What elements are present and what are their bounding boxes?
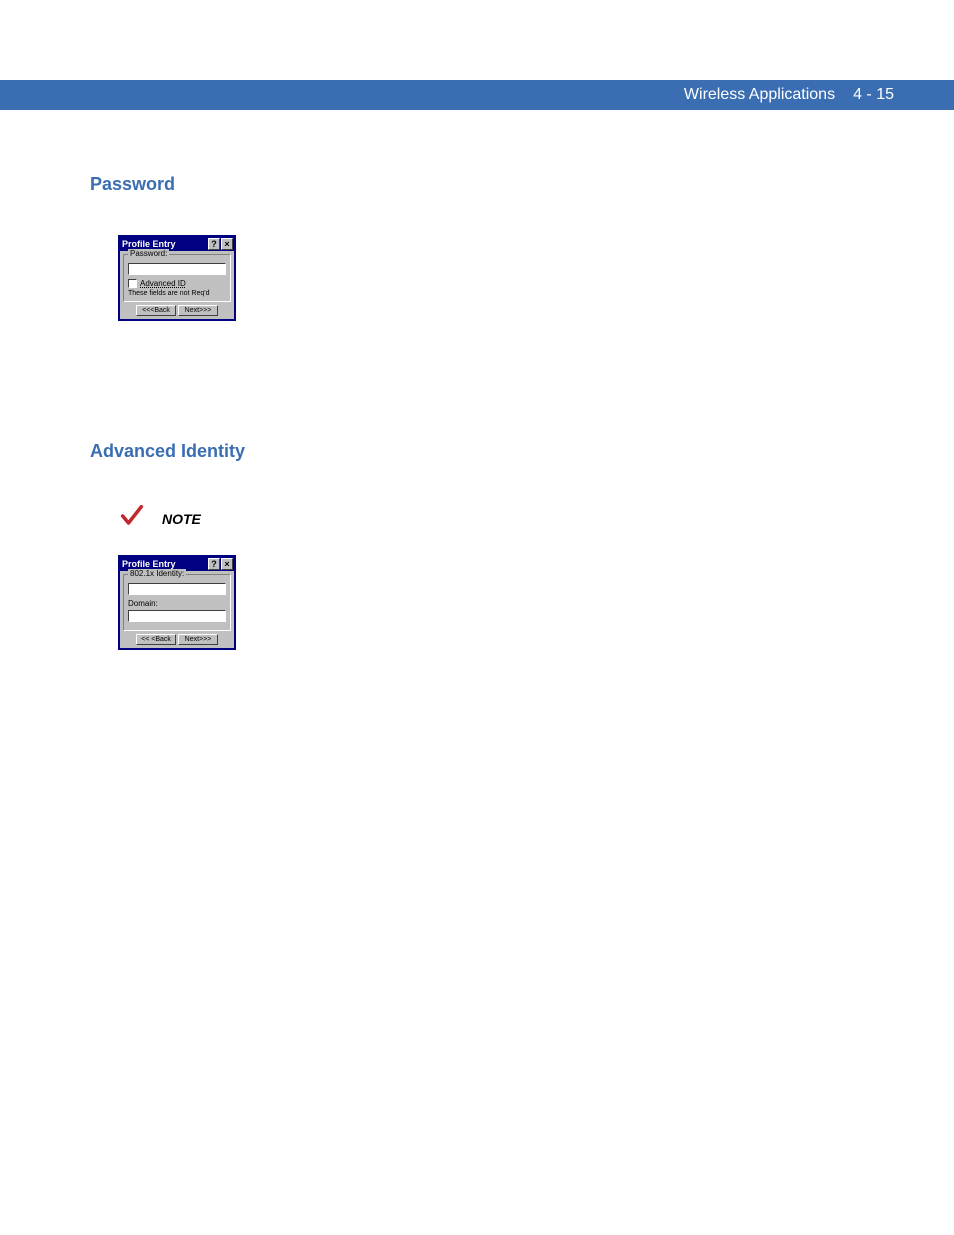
close-button[interactable]: × — [221, 558, 233, 570]
advanced-id-label: Advanced ID — [140, 279, 186, 288]
advanced-identity-heading: Advanced Identity — [90, 441, 864, 462]
next-button[interactable]: Next>>> — [178, 305, 218, 316]
checkmark-icon — [118, 502, 146, 535]
back-button[interactable]: <<<Back — [136, 305, 176, 316]
note-label: NOTE — [162, 511, 201, 527]
advanced-identity-dialog: Profile Entry ? × 802.1x Identity: Domai… — [118, 555, 236, 650]
help-button[interactable]: ? — [208, 558, 220, 570]
password-dialog: Profile Entry ? × Password: Advanced ID … — [118, 235, 236, 321]
note-block: NOTE — [118, 502, 864, 535]
page-header: Wireless Applications 4 - 15 — [0, 80, 954, 110]
password-dialog-title: Profile Entry — [122, 239, 208, 249]
advanced-identity-body: 802.1x Identity: Domain: << <Back Next>>… — [120, 571, 234, 648]
password-group-label: Password: — [128, 249, 169, 258]
identity-group-label: 802.1x Identity: — [128, 569, 186, 578]
password-hint: These fields are not Req'd — [128, 290, 226, 297]
help-button[interactable]: ? — [208, 238, 220, 250]
password-dialog-body: Password: Advanced ID These fields are n… — [120, 251, 234, 319]
domain-input[interactable] — [128, 610, 226, 622]
next-button[interactable]: Next>>> — [178, 634, 218, 645]
advanced-identity-button-row: << <Back Next>>> — [123, 634, 231, 645]
close-button[interactable]: × — [221, 238, 233, 250]
domain-label: Domain: — [128, 599, 226, 608]
password-groupbox: Password: Advanced ID These fields are n… — [123, 254, 231, 302]
header-page-number: 4 - 15 — [853, 86, 894, 104]
header-title: Wireless Applications — [684, 86, 835, 104]
identity-groupbox: 802.1x Identity: Domain: — [123, 574, 231, 631]
password-input[interactable] — [128, 263, 226, 275]
advanced-id-row: Advanced ID — [128, 279, 226, 288]
password-button-row: <<<Back Next>>> — [123, 305, 231, 316]
identity-input[interactable] — [128, 583, 226, 595]
advanced-identity-dialog-title: Profile Entry — [122, 559, 208, 569]
advanced-id-checkbox[interactable] — [128, 279, 137, 288]
password-heading: Password — [90, 174, 864, 195]
page-content: Password Profile Entry ? × Password: Adv… — [0, 110, 954, 650]
back-button[interactable]: << <Back — [136, 634, 176, 645]
